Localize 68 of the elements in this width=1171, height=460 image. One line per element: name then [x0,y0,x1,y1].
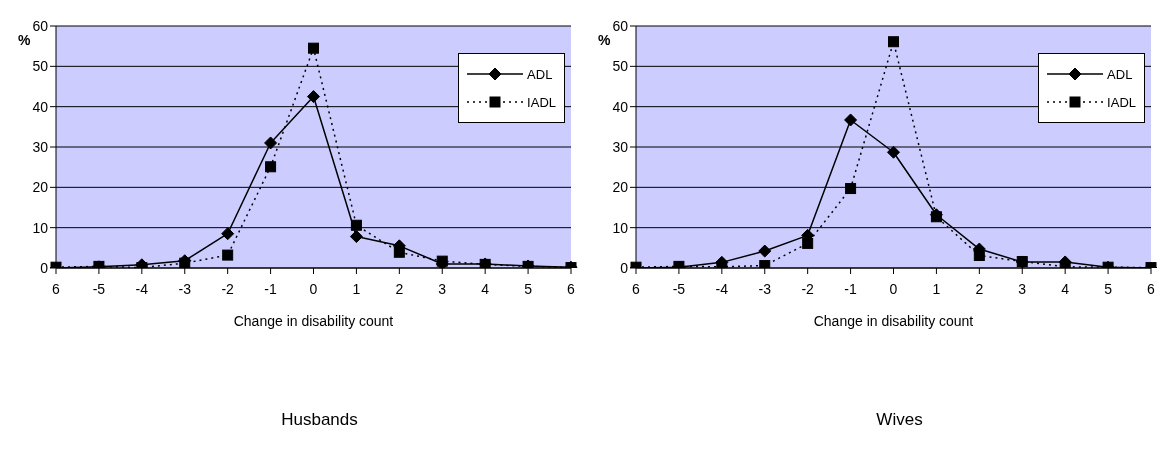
x-tick-label: 5 [1104,280,1113,297]
point [973,250,985,261]
x-tick-label: -4 [715,280,729,297]
x-tick-label: -3 [758,280,772,297]
y-tick-label: 30 [612,138,629,155]
y-axis-title: % [18,32,31,48]
x-tick-label: 0 [309,280,318,297]
x-tick-label: 3 [1018,280,1027,297]
point [758,244,772,258]
point [393,246,405,258]
y-tick-label: 20 [612,179,629,196]
x-tick-label: 2 [395,280,404,297]
x-tick-label: 1 [352,280,361,297]
point [221,227,235,241]
x-axis-title: Change in disability count [813,313,974,329]
y-tick-label: 40 [612,98,629,115]
x-tick-label: 2 [975,280,984,297]
y-tick-label: 0 [620,259,629,276]
x-tick-label: 4 [481,280,490,297]
point [888,36,899,48]
point [887,145,900,159]
y-tick-label: 50 [32,58,49,75]
x-tick-label: 6 [632,280,641,297]
y-tick-label: 20 [32,179,49,196]
y-tick-label: 10 [612,219,629,236]
x-tick-label: 1 [932,280,941,297]
point [802,237,814,249]
legend-label: ADL [1107,66,1133,82]
text: Husbands [280,410,359,430]
point [222,249,234,261]
x-tick-label: -4 [135,280,149,297]
text: Wives [875,410,924,430]
legend-label: ADL [527,66,553,82]
legend-label: IADL [1107,94,1136,110]
x-tick-label: -2 [221,280,235,297]
x-tick-label: -5 [672,280,686,297]
point [845,183,857,195]
x-tick-label: -1 [264,280,278,297]
x-tick-label: 0 [889,280,898,297]
x-tick-label: 5 [524,280,533,297]
point [479,258,491,268]
y-tick-label: 40 [32,98,49,115]
point [350,219,362,231]
point [307,90,320,104]
y-tick-label: 50 [612,58,629,75]
x-tick-label: 6 [567,280,576,297]
x-tick-label: -5 [92,280,106,297]
x-tick-label: -3 [178,280,192,297]
y-tick-label: 30 [32,138,49,155]
point [264,136,278,150]
point [349,230,363,244]
point [1016,256,1028,268]
point [844,113,858,127]
x-tick-label: 3 [438,280,447,297]
point [308,42,319,54]
x-tick-label: 4 [1061,280,1070,297]
x-axis-title: Change in disability count [233,313,394,329]
y-tick-label: 60 [612,17,629,34]
y-tick-label: 0 [40,259,49,276]
x-tick-label: 6 [1147,280,1156,297]
x-tick-label: 6 [52,280,61,297]
legend-label: IADL [527,94,556,110]
x-tick-label: -2 [801,280,815,297]
y-axis-title: % [598,32,611,48]
y-tick-label: 10 [32,219,49,236]
y-tick-label: 60 [32,17,49,34]
point [265,161,277,173]
x-tick-label: -1 [844,280,858,297]
